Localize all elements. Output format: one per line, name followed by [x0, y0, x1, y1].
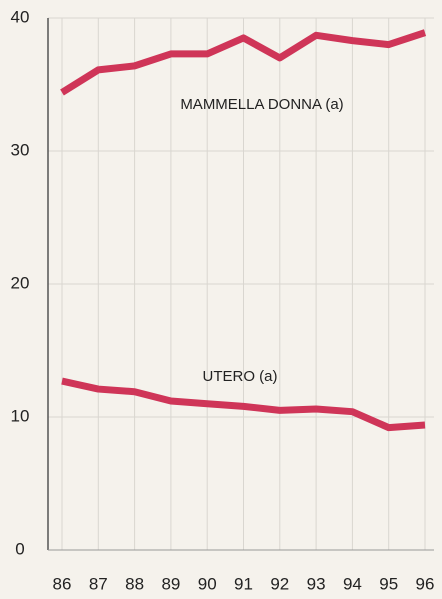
- x-tick-label: 94: [343, 574, 362, 593]
- x-tick-label: 88: [125, 574, 144, 593]
- x-tick-label: 95: [379, 574, 398, 593]
- x-tick-label: 86: [53, 574, 72, 593]
- series-line: [60, 29, 427, 96]
- series-label: MAMMELLA DONNA (a): [180, 96, 343, 113]
- series-line: [61, 377, 426, 432]
- y-tick-label: 40: [11, 7, 30, 26]
- series-label: UTERO (a): [203, 368, 278, 385]
- y-tick-label: 20: [11, 273, 30, 292]
- y-tick-label: 30: [11, 140, 30, 159]
- y-tick-label: 0: [15, 539, 24, 558]
- x-tick-label: 87: [89, 574, 108, 593]
- x-tick-label: 91: [234, 574, 253, 593]
- x-tick-label: 92: [270, 574, 289, 593]
- x-tick-label: 89: [161, 574, 180, 593]
- x-tick-label: 96: [416, 574, 435, 593]
- x-tick-label: 90: [198, 574, 217, 593]
- y-tick-label: 10: [11, 406, 30, 425]
- x-tick-label: 93: [307, 574, 326, 593]
